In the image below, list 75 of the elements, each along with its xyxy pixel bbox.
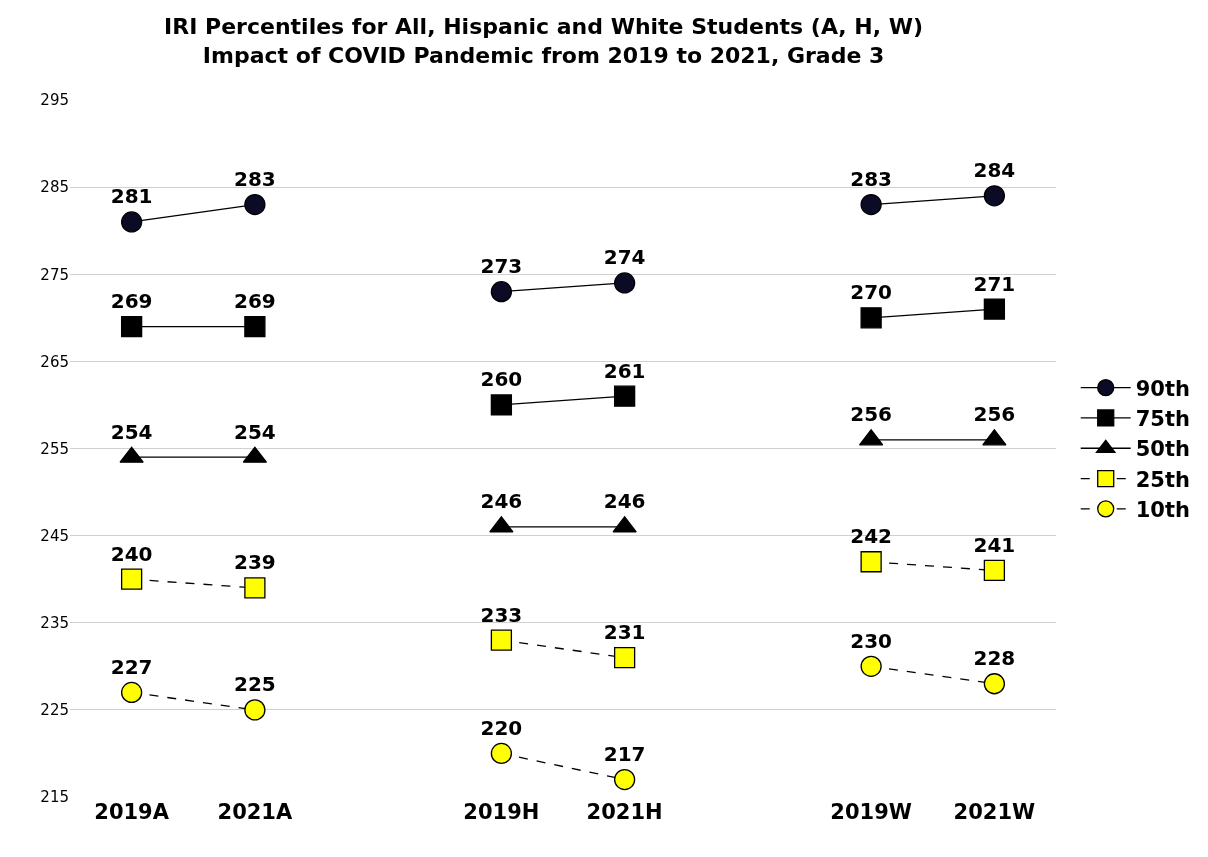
data-label: 230 (850, 628, 893, 653)
point (613, 768, 636, 791)
point (983, 559, 1006, 582)
point (983, 673, 1006, 695)
point (120, 211, 143, 233)
data-label: 240 (110, 541, 153, 566)
data-label: 271 (973, 271, 1016, 296)
x-tick-label: 2021H (586, 800, 663, 824)
data-label: 233 (480, 602, 523, 627)
data-label: 284 (973, 158, 1016, 183)
data-label: 246 (603, 489, 646, 514)
point (244, 193, 266, 216)
point (120, 568, 143, 590)
chart-title: IRI Percentiles for All, Hispanic and White Students (A, H, W) Impact of COVID Pandemic from 2019 to 2021, Grade 3 (164, 14, 924, 68)
y-tick-label: 245 (40, 526, 69, 545)
data-label: 269 (234, 289, 276, 314)
point (490, 281, 513, 303)
data-label: 281 (110, 184, 153, 209)
data-label: 254 (234, 419, 276, 444)
data-label: 256 (850, 402, 893, 427)
point (490, 629, 513, 651)
point (120, 681, 143, 704)
data-label: 231 (603, 620, 646, 645)
x-tick-label: 2019H (463, 800, 540, 824)
data-label: 256 (973, 402, 1016, 427)
data-label: 239 (234, 550, 276, 575)
x-tick-label: 2021W (953, 800, 1036, 824)
data-label: 241 (973, 532, 1016, 557)
point (613, 385, 636, 407)
data-label: 260 (480, 367, 523, 392)
y-tick-label: 225 (40, 701, 69, 720)
y-tick-label: 275 (40, 265, 69, 284)
point (613, 272, 636, 294)
legend-label: 90th (1135, 376, 1190, 401)
x-tick-label: 2021A (217, 800, 293, 824)
data-label: 269 (110, 289, 153, 314)
x-tick-label: 2019A (94, 800, 170, 824)
y-tick-label: 255 (40, 439, 69, 458)
legend-label: 25th (1135, 467, 1190, 492)
point (613, 646, 636, 669)
data-label: 217 (603, 742, 646, 767)
data-label: 270 (850, 280, 893, 305)
point (490, 742, 513, 765)
y-tick-label: 215 (40, 788, 69, 807)
legend-label: 10th (1135, 498, 1190, 523)
y-tick-label: 235 (40, 614, 69, 632)
data-label: 242 (850, 524, 893, 549)
point (860, 307, 882, 329)
point (860, 655, 882, 677)
data-label: 261 (603, 358, 646, 383)
y-tick-label: 295 (40, 91, 69, 110)
point (983, 298, 1006, 320)
data-label: 274 (603, 245, 646, 270)
data-label: 283 (234, 167, 276, 192)
data-label: 225 (234, 672, 276, 697)
y-tick-label: 285 (40, 178, 69, 197)
point (490, 394, 513, 416)
legend-label: 50th (1135, 437, 1190, 462)
data-label: 246 (480, 489, 523, 514)
point (983, 185, 1006, 207)
point (860, 551, 882, 573)
data-label: 227 (110, 654, 153, 679)
data-label: 254 (110, 419, 153, 444)
y-tick-label: 265 (40, 352, 69, 371)
data-label: 283 (850, 167, 893, 192)
x-tick-label: 2019W (830, 800, 912, 824)
point (244, 577, 266, 599)
point (244, 699, 266, 721)
point (244, 315, 266, 338)
point (860, 193, 882, 216)
data-label: 273 (480, 254, 523, 279)
legend-label: 75th (1135, 407, 1190, 432)
data-label: 228 (973, 646, 1016, 671)
data-label: 220 (480, 715, 523, 740)
point (120, 315, 143, 338)
